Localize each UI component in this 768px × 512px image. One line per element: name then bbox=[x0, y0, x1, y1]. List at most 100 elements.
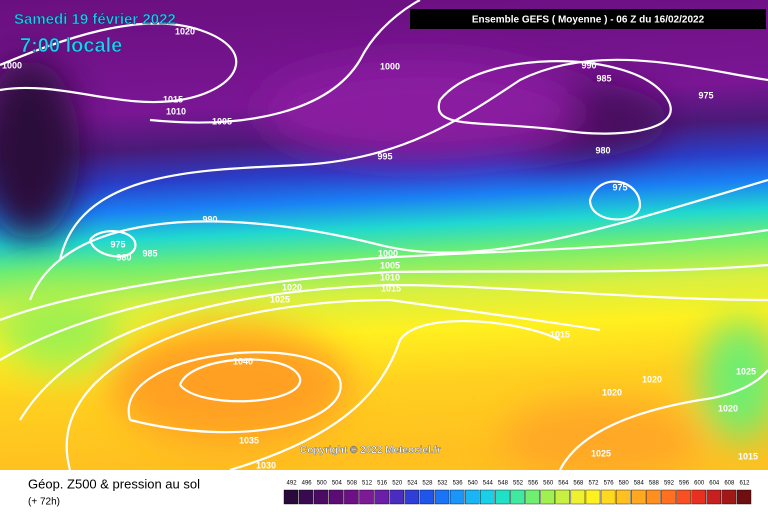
colorbar-tick-label: 504 bbox=[332, 481, 343, 487]
header-box bbox=[410, 9, 766, 29]
colorbar-tick-label: 580 bbox=[619, 481, 630, 487]
title: Samedi 19 février 2022 bbox=[14, 11, 176, 28]
colorbar-tick-label: 608 bbox=[724, 481, 735, 487]
colorbar-tick-label: 536 bbox=[453, 481, 464, 487]
isobar-label: 1000 bbox=[378, 248, 398, 258]
isobars bbox=[0, 0, 768, 470]
isobar-label: 1005 bbox=[212, 116, 232, 126]
isobar-label: 1030 bbox=[256, 460, 276, 470]
isobar-label: 1020 bbox=[602, 387, 622, 397]
colorbar-swatch bbox=[525, 489, 540, 505]
isobar-label: 1020 bbox=[282, 282, 302, 292]
colorbar-tick-label: 600 bbox=[694, 481, 705, 487]
colorbar: 492 496 500 504 508 512 516 520 524 528 532 536 540 5… bbox=[283, 481, 752, 505]
colorbar-tick-label: 540 bbox=[468, 481, 479, 487]
colorbar-swatch bbox=[540, 489, 555, 505]
colorbar-tick-label: 560 bbox=[543, 481, 554, 487]
isobar-label: 975 bbox=[698, 90, 713, 100]
subtitle: 7:00 locale bbox=[20, 35, 122, 57]
colorbar-tick-label: 492 bbox=[287, 481, 298, 487]
isobar-label: 1015 bbox=[163, 94, 183, 104]
isobar-label: 1025 bbox=[736, 366, 756, 376]
isobar-label: 1010 bbox=[166, 106, 186, 116]
isobar-label: 1000 bbox=[2, 60, 22, 70]
colorbar-tick-label: 532 bbox=[438, 481, 449, 487]
colorbar-tick-label: 512 bbox=[362, 481, 373, 487]
colorbar-tick-label: 584 bbox=[634, 481, 645, 487]
colorbar-tick-label: 524 bbox=[407, 481, 418, 487]
colorbar-swatch bbox=[419, 489, 435, 505]
colorbar-swatch bbox=[510, 489, 525, 505]
isobar-label: 1015 bbox=[738, 451, 758, 461]
colorbar-tick-label: 576 bbox=[604, 481, 615, 487]
colorbar-swatch bbox=[329, 489, 344, 505]
colorbar-swatch bbox=[434, 489, 450, 505]
isobar-label: 1015 bbox=[550, 329, 570, 339]
colorbar-swatch bbox=[646, 489, 661, 505]
isobar-label: 980 bbox=[116, 252, 131, 262]
colorbar-swatch bbox=[721, 489, 737, 505]
colorbar-swatch bbox=[298, 489, 314, 505]
colorbar-swatch bbox=[283, 489, 299, 505]
isobar-label: 1020 bbox=[175, 26, 195, 36]
colorbar-swatch bbox=[389, 489, 404, 505]
colorbar-swatch bbox=[585, 489, 601, 505]
isobar-label: 990 bbox=[581, 60, 596, 70]
colorbar-swatch bbox=[600, 489, 616, 505]
colorbar-swatch bbox=[495, 489, 510, 505]
colorbar-tick-label: 568 bbox=[573, 481, 584, 487]
colorbar-swatch bbox=[691, 489, 706, 505]
colorbar-swatch bbox=[480, 489, 495, 505]
colorbar-tick-label: 528 bbox=[422, 481, 433, 487]
colorbar-swatch bbox=[570, 489, 586, 505]
isobar-label: 985 bbox=[596, 73, 611, 83]
colorbar-tick-label: 496 bbox=[302, 481, 313, 487]
colorbar-swatch bbox=[359, 489, 374, 505]
colorbar-swatch bbox=[449, 489, 465, 505]
lead-time: (+ 72h) bbox=[28, 497, 60, 508]
colorbar-tick-label: 516 bbox=[377, 481, 388, 487]
isobar-label: 1025 bbox=[591, 448, 611, 458]
colorbar-swatch bbox=[706, 489, 722, 505]
isobar-label: 995 bbox=[377, 151, 392, 161]
isobar-label: 1025 bbox=[270, 294, 290, 304]
colorbar-swatch bbox=[676, 489, 691, 505]
colorbar-swatch bbox=[631, 489, 646, 505]
colorbar-tick-label: 508 bbox=[347, 481, 358, 487]
field-shading bbox=[0, 60, 768, 480]
colorbar-swatch bbox=[464, 489, 480, 505]
isobar-label: 980 bbox=[595, 145, 610, 155]
colorbar-swatch bbox=[374, 489, 389, 505]
isobar-label: 975 bbox=[612, 182, 627, 192]
isobar-label: 1005 bbox=[380, 260, 400, 270]
colorbar-tick-label: 556 bbox=[528, 481, 539, 487]
colorbar-tick-label: 520 bbox=[392, 481, 403, 487]
colorbar-tick-label: 552 bbox=[513, 481, 524, 487]
colorbar-swatch bbox=[404, 489, 420, 505]
colorbar-tick-label: 548 bbox=[498, 481, 509, 487]
isobar-label: 1020 bbox=[718, 403, 738, 413]
colorbar-tick-label: 612 bbox=[739, 481, 750, 487]
isobar-label: 1040 bbox=[233, 356, 253, 366]
colorbar-tick-label: 588 bbox=[649, 481, 660, 487]
colorbar-tick-label: 572 bbox=[588, 481, 599, 487]
colorbar-swatch bbox=[313, 489, 329, 505]
colorbar-tick-label: 544 bbox=[483, 481, 494, 487]
isobar-label: 1010 bbox=[380, 272, 400, 282]
colorbar-swatch bbox=[555, 489, 571, 505]
colorbar-swatch bbox=[661, 489, 676, 505]
isobar-label: 990 bbox=[202, 214, 217, 224]
colorbar-swatch bbox=[736, 489, 752, 505]
isobar-label: 1015 bbox=[381, 283, 401, 293]
copyright: Copyright © 2022 Meteociel.fr bbox=[300, 445, 441, 456]
colorbar-tick-label: 604 bbox=[709, 481, 720, 487]
colorbar-swatch bbox=[344, 489, 359, 505]
colorbar-tick-label: 596 bbox=[679, 481, 690, 487]
header: Ensemble GEFS ( Moyenne ) - 06 Z du 16/0… bbox=[472, 15, 705, 26]
isobar-label: 1000 bbox=[380, 61, 400, 71]
footer-title: Géop. Z500 & pression au sol bbox=[28, 476, 200, 491]
colorbar-tick-label: 592 bbox=[664, 481, 675, 487]
